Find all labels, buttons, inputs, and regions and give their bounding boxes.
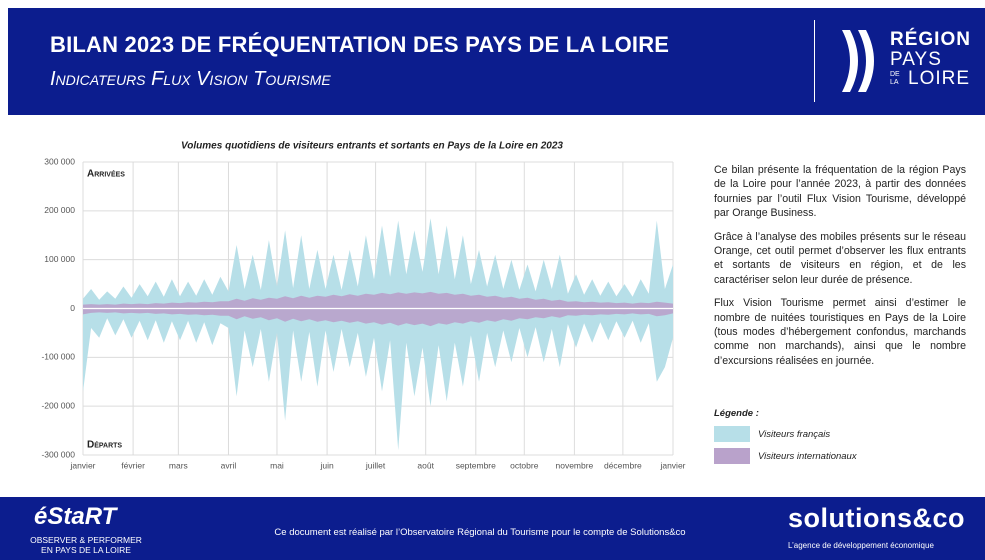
legend: Légende : Visiteurs français Visiteurs in… xyxy=(714,408,857,469)
x-tick-label: septembre xyxy=(456,460,496,470)
y-tick-label: -100 000 xyxy=(41,352,75,362)
legend-title: Légende : xyxy=(714,408,759,419)
logo-separator xyxy=(814,20,815,102)
y-tick-label: -300 000 xyxy=(41,449,75,459)
footer-tagline: L’agence de développement économique xyxy=(788,541,934,550)
footer-tagline: EN PAYS DE LA LOIRE xyxy=(41,545,131,555)
subtitle: Indicateurs Flux Vision Tourisme xyxy=(50,68,331,90)
chart-title: Volumes quotidiens de visiteurs entrants… xyxy=(181,141,563,152)
x-tick-label: janvier xyxy=(659,460,685,470)
x-tick-label: octobre xyxy=(510,460,539,470)
area xyxy=(83,291,673,309)
x-tick-label: juin xyxy=(319,460,334,470)
legend-item: Visiteurs internationaux xyxy=(714,447,857,465)
logo-text: DE LA xyxy=(890,71,900,86)
footer: éStaRT OBSERVER & PERFORMER EN PAYS DE L… xyxy=(0,497,985,560)
paragraph: Ce bilan présente la fréquentation de la… xyxy=(714,164,966,220)
header: BILAN 2023 DE FRÉQUENTATION DES PAYS DE … xyxy=(8,8,985,115)
y-tick-label: -200 000 xyxy=(41,400,75,410)
legend-item: Visiteurs français xyxy=(714,425,857,443)
area xyxy=(83,308,673,327)
chart: Volumes quotidiens de visiteurs entrants… xyxy=(41,141,685,471)
legend-swatch xyxy=(714,426,750,442)
x-tick-label: décembre xyxy=(604,460,642,470)
description: Ce bilan présente la fréquentation de la… xyxy=(714,163,966,377)
footer-logo: solutions&co xyxy=(788,503,966,533)
area xyxy=(83,218,673,309)
x-tick-label: novembre xyxy=(555,460,593,470)
y-tick-label: 200 000 xyxy=(44,205,75,215)
x-tick-label: janvier xyxy=(69,460,95,470)
logo-text: LOIRE xyxy=(908,68,971,89)
y-tick-label: 300 000 xyxy=(44,156,75,166)
logo-text: PAYS xyxy=(890,49,942,70)
x-tick-label: mars xyxy=(169,460,188,470)
legend-swatch xyxy=(714,448,750,464)
footer-logo: éStaRT xyxy=(34,503,117,530)
x-tick-label: août xyxy=(417,460,434,470)
title: BILAN 2023 DE FRÉQUENTATION DES PAYS DE … xyxy=(50,32,670,57)
x-tick-label: avril xyxy=(221,460,237,470)
footer-tagline: OBSERVER & PERFORMER xyxy=(30,535,142,545)
logo-mark xyxy=(842,30,874,92)
footer-text: Ce document est réalisé par l’Observatoi… xyxy=(274,527,686,538)
paragraph: Grâce à l’analyse des mobiles présents s… xyxy=(714,230,966,286)
x-tick-label: juillet xyxy=(365,460,386,470)
axis-label: Départs xyxy=(87,440,122,451)
legend-label: Visiteurs français xyxy=(758,428,831,440)
axis-label: Arrivées xyxy=(87,169,125,180)
logo-text: RÉGION xyxy=(890,29,971,50)
y-tick-label: 0 xyxy=(70,303,75,313)
area xyxy=(83,308,673,451)
paragraph: Flux Vision Tourisme permet ainsi d’esti… xyxy=(714,297,966,367)
x-tick-label: mai xyxy=(270,460,284,470)
x-tick-label: février xyxy=(121,460,145,470)
legend-label: Visiteurs internationaux xyxy=(758,450,857,462)
y-tick-label: 100 000 xyxy=(44,254,75,264)
